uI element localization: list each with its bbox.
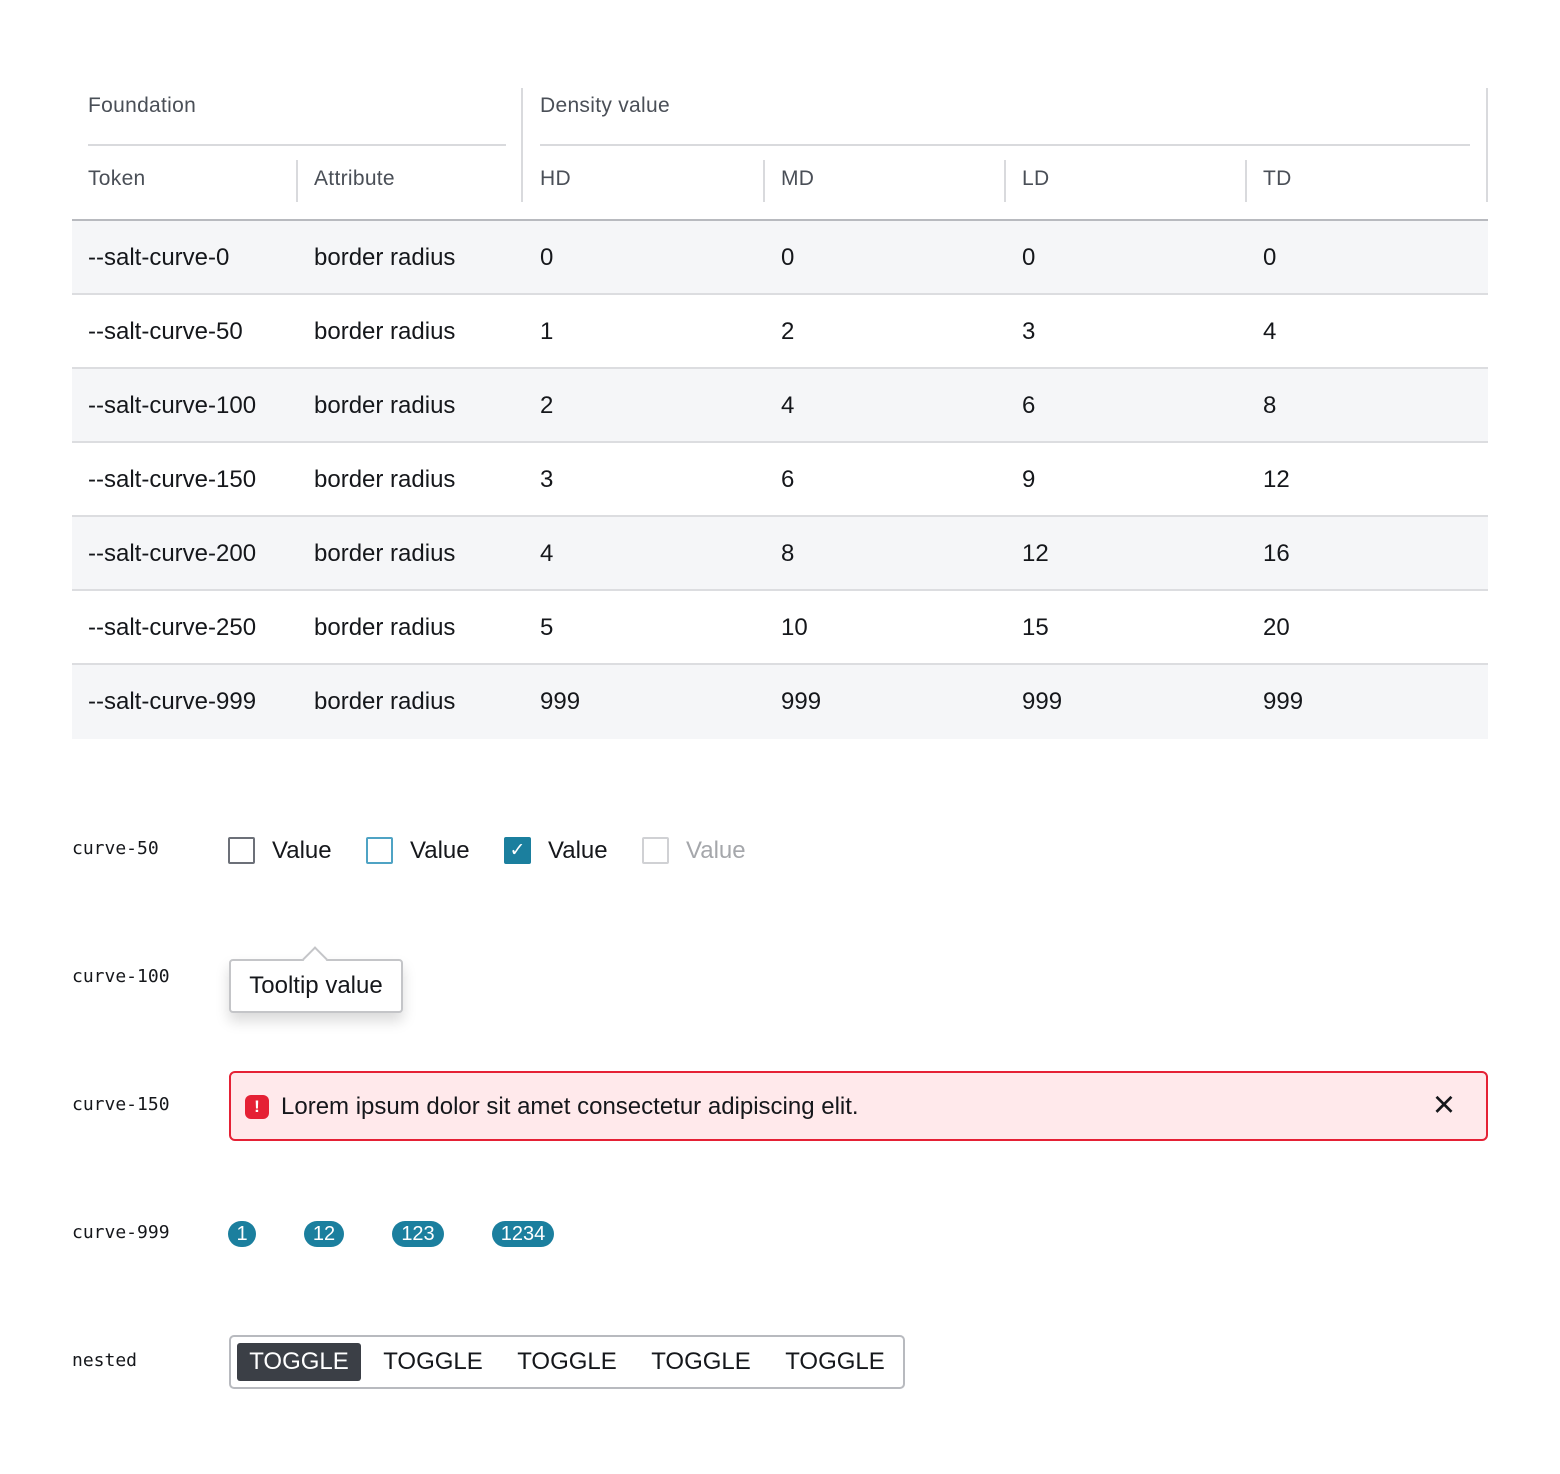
checkbox-box (642, 837, 669, 864)
example-label: curve-999 (72, 1222, 170, 1243)
error-banner: ! Lorem ipsum dolor sit amet consectetur… (229, 1071, 1488, 1141)
column-header-md: MD (781, 167, 815, 190)
divider (763, 160, 765, 202)
tooltip-arrow (302, 946, 328, 972)
toggle-button[interactable]: TOGGLE (651, 1348, 751, 1375)
table-cell: --salt-curve-999 (88, 688, 257, 715)
table-row: --salt-curve-100 border radius 2 4 6 8 (72, 369, 1488, 443)
group-header-density: Density value (540, 94, 670, 117)
table-cell: 3 (540, 466, 554, 493)
checkbox-label[interactable]: Value (548, 837, 608, 864)
table-row: --salt-curve-0 border radius 0 0 0 0 (72, 221, 1488, 295)
badge: 1234 (492, 1221, 554, 1247)
table-cell: 6 (1022, 392, 1036, 419)
example-label: nested (72, 1350, 138, 1371)
table-cell: 10 (781, 614, 808, 641)
close-icon[interactable]: × (1432, 1084, 1456, 1126)
table-cell: 4 (781, 392, 795, 419)
badge: 123 (392, 1221, 444, 1247)
table-cell: border radius (314, 244, 456, 271)
example-label: curve-100 (72, 966, 170, 987)
toggle-button[interactable]: TOGGLE (785, 1348, 885, 1375)
table-cell: --salt-curve-0 (88, 244, 230, 271)
column-header-hd: HD (540, 167, 571, 190)
table-cell: 999 (1022, 688, 1063, 715)
table-cell: border radius (314, 318, 456, 345)
error-icon: ! (245, 1095, 269, 1119)
table-cell: 999 (1263, 688, 1304, 715)
table-cell: 12 (1022, 540, 1049, 567)
checkbox-label[interactable]: Value (272, 837, 332, 864)
check-icon[interactable]: ✓ (504, 837, 531, 864)
tooltip: Tooltip value (229, 946, 403, 1013)
table-cell: 16 (1263, 540, 1290, 567)
table-cell: 8 (1263, 392, 1277, 419)
table-cell: 999 (781, 688, 822, 715)
group-header-foundation: Foundation (88, 94, 197, 117)
table-cell: border radius (314, 392, 456, 419)
checkbox-box[interactable] (366, 837, 393, 864)
table-cell: 12 (1263, 466, 1290, 493)
toggle-button[interactable]: TOGGLE (517, 1348, 617, 1375)
table-cell: border radius (314, 466, 456, 493)
table-cell: 0 (781, 244, 795, 271)
column-header-td: TD (1263, 167, 1292, 190)
table-cell: 1 (540, 318, 554, 345)
divider (1004, 160, 1006, 202)
toggle-button-group (229, 1335, 905, 1389)
header-divider (72, 219, 1488, 221)
table-row: --salt-curve-250 border radius 5 10 15 20 (72, 591, 1488, 665)
column-header-attribute: Attribute (314, 167, 395, 190)
badge: 1 (228, 1221, 256, 1247)
table-cell: 6 (781, 466, 795, 493)
table-cell: 9 (1022, 466, 1036, 493)
badge: 12 (304, 1221, 344, 1247)
example-label: curve-150 (72, 1094, 170, 1115)
table-cell: 0 (540, 244, 554, 271)
table-cell: --salt-curve-200 (88, 540, 257, 567)
table-cell: border radius (314, 614, 456, 641)
table-cell: 15 (1022, 614, 1049, 641)
table-cell: 0 (1022, 244, 1036, 271)
example-label: curve-50 (72, 838, 159, 859)
table-row: --salt-curve-999 border radius 999 999 999 99… (72, 665, 1488, 739)
table-cell: 5 (540, 614, 554, 641)
table-cell: 2 (781, 318, 795, 345)
divider (88, 144, 506, 146)
toggle-button-selected[interactable]: TOGGLE (237, 1343, 361, 1381)
column-header-ld: LD (1022, 167, 1050, 190)
column-header-token: Token (88, 167, 146, 190)
table-cell: 2 (540, 392, 554, 419)
tooltip-text: Tooltip value (249, 972, 383, 999)
table-cell: --salt-curve-100 (88, 392, 257, 419)
checkbox-label: Value (686, 837, 746, 864)
toggle-button[interactable]: TOGGLE (383, 1348, 483, 1375)
table-cell: 20 (1263, 614, 1290, 641)
table-cell: 999 (540, 688, 581, 715)
table-cell: 4 (540, 540, 554, 567)
table-cell: --salt-curve-150 (88, 466, 257, 493)
table-cell: --salt-curve-50 (88, 318, 243, 345)
table-cell: 0 (1263, 244, 1277, 271)
table-row: --salt-curve-50 border radius 1 2 3 4 (72, 295, 1488, 369)
table-cell: 8 (781, 540, 795, 567)
table-row: --salt-curve-150 border radius 3 6 9 12 (72, 443, 1488, 517)
divider (540, 144, 1470, 146)
table-cell: border radius (314, 688, 456, 715)
table-row: --salt-curve-200 border radius 4 8 12 16 (72, 517, 1488, 591)
divider (1245, 160, 1247, 202)
table-cell: 4 (1263, 318, 1277, 345)
table-cell: border radius (314, 540, 456, 567)
divider (296, 160, 298, 202)
table-cell: --salt-curve-250 (88, 614, 257, 641)
checkbox-label[interactable]: Value (410, 837, 470, 864)
divider (1486, 88, 1488, 202)
checkbox-box[interactable] (228, 837, 255, 864)
table-cell: 3 (1022, 318, 1036, 345)
divider (521, 88, 523, 202)
error-message: Lorem ipsum dolor sit amet consectetur a… (281, 1093, 859, 1120)
